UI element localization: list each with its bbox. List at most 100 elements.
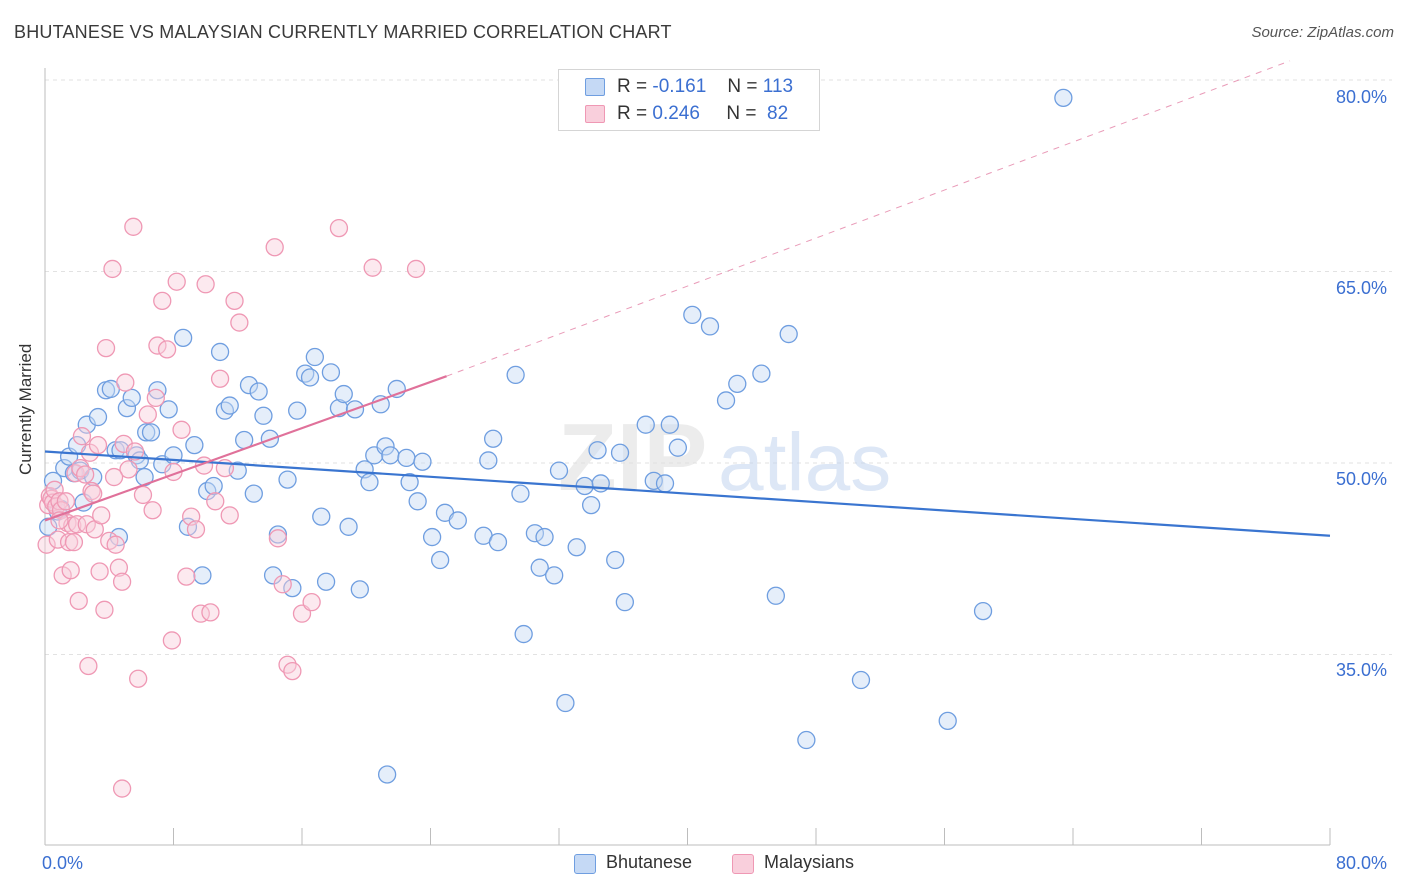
source-label: Source: ZipAtlas.com xyxy=(1251,24,1394,41)
data-point-bhutanese xyxy=(430,550,450,570)
data-point-malaysians xyxy=(138,405,157,424)
data-point-malaysians xyxy=(273,575,292,594)
data-point-malaysians xyxy=(133,485,153,505)
data-point-bhutanese xyxy=(288,401,307,420)
data-point-bhutanese xyxy=(316,572,336,591)
data-point-bhutanese xyxy=(610,443,630,462)
data-point-bhutanese xyxy=(122,388,141,408)
data-point-bhutanese xyxy=(321,363,341,382)
data-point-bhutanese xyxy=(239,375,259,395)
data-point-bhutanese xyxy=(173,328,193,348)
data-point-malaysians xyxy=(92,506,111,525)
data-point-malaysians xyxy=(283,661,302,681)
data-point-malaysians xyxy=(157,340,177,359)
data-point-malaysians xyxy=(153,291,172,311)
data-point-bhutanese xyxy=(278,470,297,489)
data-point-malaysians xyxy=(119,460,138,479)
trend-line-bhutanese xyxy=(44,450,1331,537)
data-point-malaysians xyxy=(37,535,56,554)
data-point-bhutanese xyxy=(334,384,353,404)
data-point-bhutanese xyxy=(683,305,702,325)
data-point-bhutanese xyxy=(371,395,390,414)
data-point-malaysians xyxy=(106,535,125,554)
data-point-bhutanese xyxy=(448,511,467,530)
data-point-bhutanese xyxy=(581,495,601,515)
data-point-bhutanese xyxy=(312,507,331,526)
data-point-malaysians xyxy=(112,779,132,798)
data-point-malaysians xyxy=(125,442,145,461)
data-point-bhutanese xyxy=(305,347,325,367)
watermark-atlas: atlas xyxy=(718,417,891,508)
data-point-bhutanese xyxy=(851,670,871,690)
data-point-malaysians xyxy=(206,492,225,511)
data-point-malaysians xyxy=(406,259,426,279)
data-point-malaysians xyxy=(116,373,135,392)
legend-label: Malaysians xyxy=(764,852,855,872)
data-point-bhutanese xyxy=(556,693,575,713)
data-point-malaysians xyxy=(363,258,382,277)
data-point-malaysians xyxy=(84,484,103,503)
data-point-bhutanese xyxy=(644,471,663,491)
data-point-bhutanese xyxy=(283,578,302,598)
n-value: 82 xyxy=(767,103,789,124)
data-point-bhutanese xyxy=(249,382,268,401)
data-point-bhutanese xyxy=(137,423,156,442)
data-point-bhutanese xyxy=(360,472,379,492)
data-point-malaysians xyxy=(72,427,92,446)
data-point-bhutanese xyxy=(655,474,675,493)
data-point-malaysians xyxy=(76,465,95,484)
data-point-malaysians xyxy=(56,492,76,511)
data-point-malaysians xyxy=(220,506,239,525)
axes xyxy=(44,68,1331,846)
data-point-bhutanese xyxy=(668,438,688,457)
data-point-bhutanese xyxy=(766,586,785,605)
chart-title: BHUTANESE VS MALAYSIAN CURRENTLY MARRIED… xyxy=(14,22,672,42)
gridlines xyxy=(45,79,1392,655)
data-point-bhutanese xyxy=(400,472,419,492)
data-point-malaysians xyxy=(88,435,108,455)
series-bhutanese xyxy=(39,88,1073,784)
data-point-malaysians xyxy=(112,572,132,591)
data-point-bhutanese xyxy=(422,527,442,547)
data-point-bhutanese xyxy=(300,368,320,387)
data-point-bhutanese xyxy=(483,429,503,448)
data-point-malaysians xyxy=(225,291,244,311)
legend-swatch-blue xyxy=(585,78,605,96)
r-value: 0.246 xyxy=(652,103,700,124)
data-point-malaysians xyxy=(104,467,124,487)
legend-swatch-pink xyxy=(585,105,605,123)
r-label: R = xyxy=(617,103,648,124)
data-point-malaysians xyxy=(61,561,80,580)
trend-line-malaysians xyxy=(44,375,447,522)
data-point-malaysians xyxy=(196,275,215,294)
data-point-bhutanese xyxy=(193,566,212,585)
series-malaysians xyxy=(37,217,426,798)
data-point-malaysians xyxy=(109,558,129,577)
data-point-bhutanese xyxy=(488,533,508,552)
data-point-malaysians xyxy=(95,600,114,619)
data-point-bhutanese xyxy=(408,492,427,511)
legend-swatch-pink xyxy=(732,854,754,874)
data-point-malaysians xyxy=(268,529,288,548)
trend-lines xyxy=(44,60,1331,537)
data-point-bhutanese xyxy=(397,448,416,468)
data-point-bhutanese xyxy=(700,317,720,336)
data-point-bhutanese xyxy=(514,624,533,644)
data-point-bhutanese xyxy=(376,437,395,456)
data-point-bhutanese xyxy=(728,374,747,393)
legend-swatch-blue xyxy=(574,854,596,874)
data-point-bhutanese xyxy=(716,391,736,410)
y-tick-label: 65.0% xyxy=(1336,278,1388,298)
data-point-malaysians xyxy=(201,603,220,622)
data-point-malaysians xyxy=(148,336,167,355)
data-point-bhutanese xyxy=(210,342,230,362)
data-point-malaysians xyxy=(79,656,98,676)
data-point-bhutanese xyxy=(204,476,223,496)
data-point-bhutanese xyxy=(636,415,655,434)
data-point-bhutanese xyxy=(535,527,554,547)
data-point-bhutanese xyxy=(938,711,957,731)
data-point-bhutanese xyxy=(545,566,564,585)
data-point-malaysians xyxy=(67,515,87,534)
data-point-bhutanese xyxy=(350,580,369,599)
